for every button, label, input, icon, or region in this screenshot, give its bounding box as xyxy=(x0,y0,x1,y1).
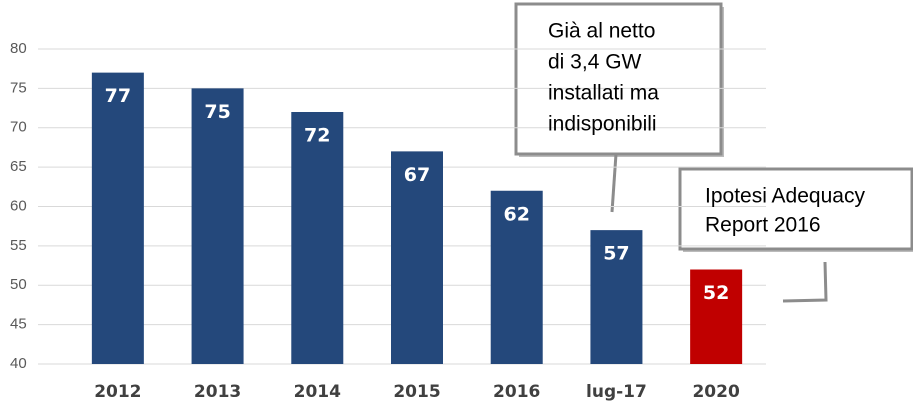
callout-box xyxy=(514,2,723,156)
y-tick-label: 75 xyxy=(10,79,27,96)
value-label: 62 xyxy=(503,203,529,225)
bar xyxy=(391,151,443,364)
y-tick-label: 65 xyxy=(10,158,27,175)
annotation-text: di 3,4 GW xyxy=(548,51,642,74)
value-label: 67 xyxy=(404,164,430,186)
x-tick-label: 2016 xyxy=(493,382,540,402)
value-label: 77 xyxy=(105,85,131,107)
y-tick-label: 45 xyxy=(10,316,27,333)
annotation-text: indisponibili xyxy=(548,113,657,136)
value-label: 75 xyxy=(204,101,230,123)
y-tick-label: 50 xyxy=(10,276,27,293)
value-label: 52 xyxy=(703,282,729,304)
y-tick-label: 40 xyxy=(10,355,27,372)
callout-box xyxy=(678,167,913,251)
value-label: 57 xyxy=(603,243,629,265)
bar xyxy=(590,230,643,364)
x-tick-label: 2012 xyxy=(94,382,141,402)
bar xyxy=(91,72,144,364)
callout-connector xyxy=(782,261,828,303)
x-tick-label: 2014 xyxy=(294,382,341,402)
annotation-text: Ipotesi Adequacy xyxy=(705,185,865,208)
x-tick-label: 2020 xyxy=(692,382,739,402)
annotation-text: Report 2016 xyxy=(705,214,821,237)
callout-connector xyxy=(610,153,618,213)
annotation-text: Già al netto xyxy=(548,20,655,43)
x-tick-label: 2015 xyxy=(393,382,440,402)
bar xyxy=(191,88,244,364)
bar xyxy=(690,269,743,364)
annotation-text: installati ma xyxy=(548,82,659,105)
y-tick-label: 55 xyxy=(10,237,27,254)
bar xyxy=(291,112,344,364)
y-tick-label: 80 xyxy=(10,40,27,57)
y-tick-label: 70 xyxy=(10,119,27,136)
y-tick-label: 60 xyxy=(10,197,27,214)
value-label: 72 xyxy=(304,125,330,147)
x-tick-label: lug-17 xyxy=(586,382,647,402)
x-tick-label: 2013 xyxy=(194,382,241,402)
bar xyxy=(490,190,543,364)
